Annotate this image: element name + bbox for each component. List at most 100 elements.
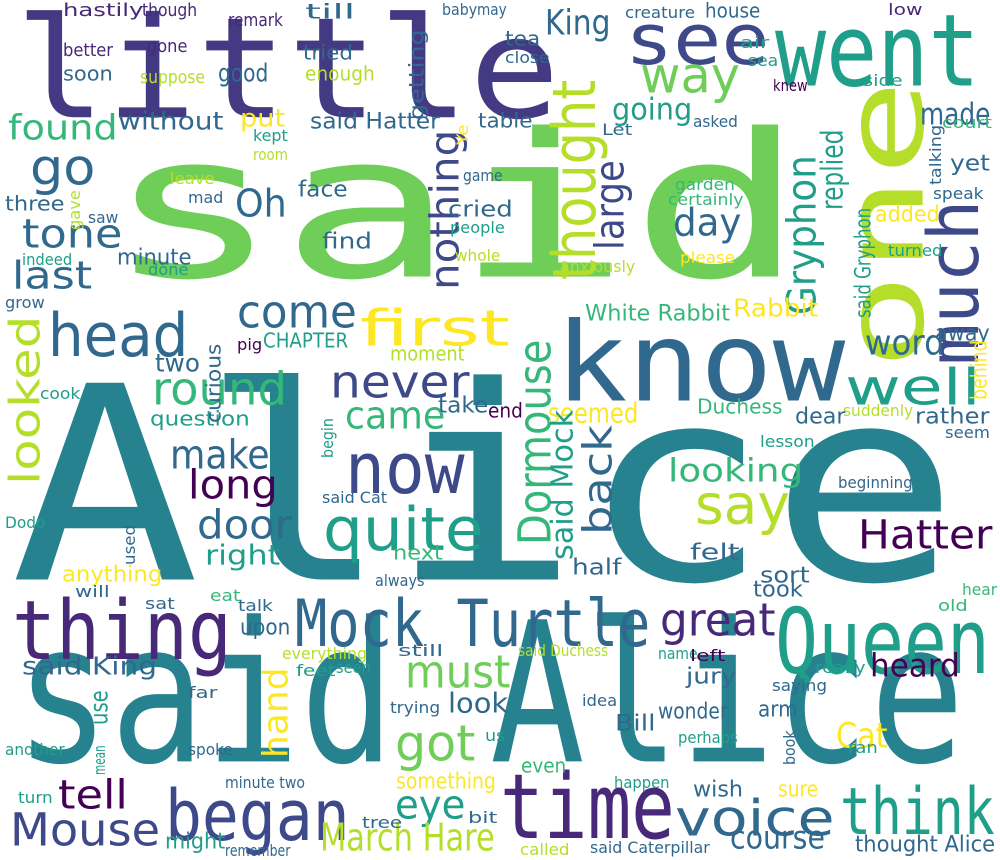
word-heard: heard <box>870 646 960 685</box>
word-word: word <box>865 321 945 364</box>
word-time: time <box>500 754 675 860</box>
word-three: three <box>5 192 65 217</box>
word-moment: moment <box>390 342 465 367</box>
word-till: till <box>305 0 356 25</box>
word-look: look <box>448 687 509 721</box>
word-sat: sat <box>145 593 175 614</box>
word-anything: anything <box>62 560 163 588</box>
word-beginning: beginning <box>838 472 913 493</box>
word-made: made <box>920 96 991 133</box>
word-creature: creature <box>625 2 695 23</box>
word-book: book <box>779 730 800 765</box>
word-tree: tree <box>362 812 403 833</box>
word-indeed: indeed <box>22 249 73 270</box>
word-said-duchess: said Duchess <box>518 640 609 661</box>
word-seem: seem <box>945 422 990 443</box>
word-begin: begin <box>317 418 338 458</box>
word-went: went <box>775 0 980 110</box>
word-cook: cook <box>40 383 81 404</box>
word-rabbit: Rabbit <box>733 294 819 324</box>
word-mean: mean <box>89 745 110 775</box>
word-leave: leave <box>170 168 215 189</box>
word-know: know <box>555 298 846 427</box>
word-table: table <box>478 109 533 134</box>
word-found: found <box>8 106 118 149</box>
word-way: way <box>640 45 741 105</box>
word-house: house <box>705 0 761 24</box>
word-though: though <box>142 0 198 22</box>
word-day: day <box>673 201 742 246</box>
word-thought-alice: thought Alice <box>855 830 996 858</box>
word-hatter: Hatter <box>858 511 993 559</box>
word-close: close <box>505 47 550 68</box>
word-turn: turn <box>18 787 53 808</box>
word-put: put <box>240 104 286 134</box>
word-march-hare: March Hare <box>320 816 495 860</box>
word-speak: speak <box>933 183 984 204</box>
word-mouse: Mouse <box>10 803 161 857</box>
word-two: two <box>155 349 200 379</box>
word-game: game <box>463 165 503 186</box>
word-grow: grow <box>5 292 45 313</box>
word-came: came <box>345 394 446 439</box>
word-cat: Cat <box>836 714 888 757</box>
word-pig: pig <box>237 334 263 355</box>
word-sort: sort <box>760 561 810 589</box>
word-curious: curious <box>202 343 227 423</box>
word-suppose: suppose <box>140 66 205 89</box>
word-said: said <box>105 91 806 325</box>
word-suddenly: suddenly <box>843 400 914 421</box>
word-lesson: lesson <box>760 431 815 452</box>
word-take: take <box>438 391 489 419</box>
word-find: find <box>322 227 372 255</box>
word-thing: thing <box>12 582 232 679</box>
word-going: going <box>612 91 693 128</box>
word-dodo: Dodo <box>5 512 46 533</box>
word-soon: soon <box>63 62 113 87</box>
word-without: without <box>118 107 224 137</box>
word-use: use <box>85 690 115 725</box>
word-first: first <box>360 298 510 358</box>
word-idea: idea <box>582 690 618 711</box>
word-trying: trying <box>390 697 441 718</box>
word-back: back <box>574 425 622 535</box>
word-little: little <box>15 0 560 151</box>
word-rather: rather <box>915 402 990 430</box>
word-something: something <box>396 767 496 795</box>
word-sure: sure <box>778 775 819 803</box>
word-eat: eat <box>210 585 241 606</box>
word-queen: Queen <box>775 589 990 695</box>
word-talking: talking <box>925 124 946 185</box>
word-saying: saying <box>772 675 828 696</box>
word-quite: quite <box>323 494 484 565</box>
word-ran: ran <box>848 737 878 758</box>
word-behind: behind <box>965 340 993 400</box>
word-course: course <box>730 818 825 857</box>
word-arm: arm <box>758 695 798 723</box>
word-half: half <box>572 553 622 581</box>
word-great: great <box>660 593 776 647</box>
word-seen: seen <box>336 657 371 678</box>
word-court: court <box>942 112 992 133</box>
word-knew: knew <box>773 75 808 96</box>
word-bit: bit <box>468 807 498 828</box>
word-white-rabbit: White Rabbit <box>585 299 731 327</box>
word-began: began <box>165 776 350 858</box>
word-better: better <box>63 39 114 62</box>
word-remark: remark <box>228 9 283 32</box>
word-ye: Ye <box>452 124 473 145</box>
word-got: got <box>395 713 476 773</box>
word-really: really <box>815 657 866 678</box>
word-dear: dear <box>795 402 846 430</box>
word-duchess: Duchess <box>697 395 783 420</box>
word-another: another <box>5 739 65 760</box>
word-well: well <box>845 357 981 417</box>
word-seemed: seemed <box>548 397 639 431</box>
word-oh: Oh <box>235 182 287 227</box>
word-may: may <box>477 0 507 20</box>
word-whole: whole <box>455 245 501 266</box>
word-us: us <box>485 725 506 746</box>
word-think: think <box>840 774 995 851</box>
word-hear: hear <box>962 579 998 600</box>
